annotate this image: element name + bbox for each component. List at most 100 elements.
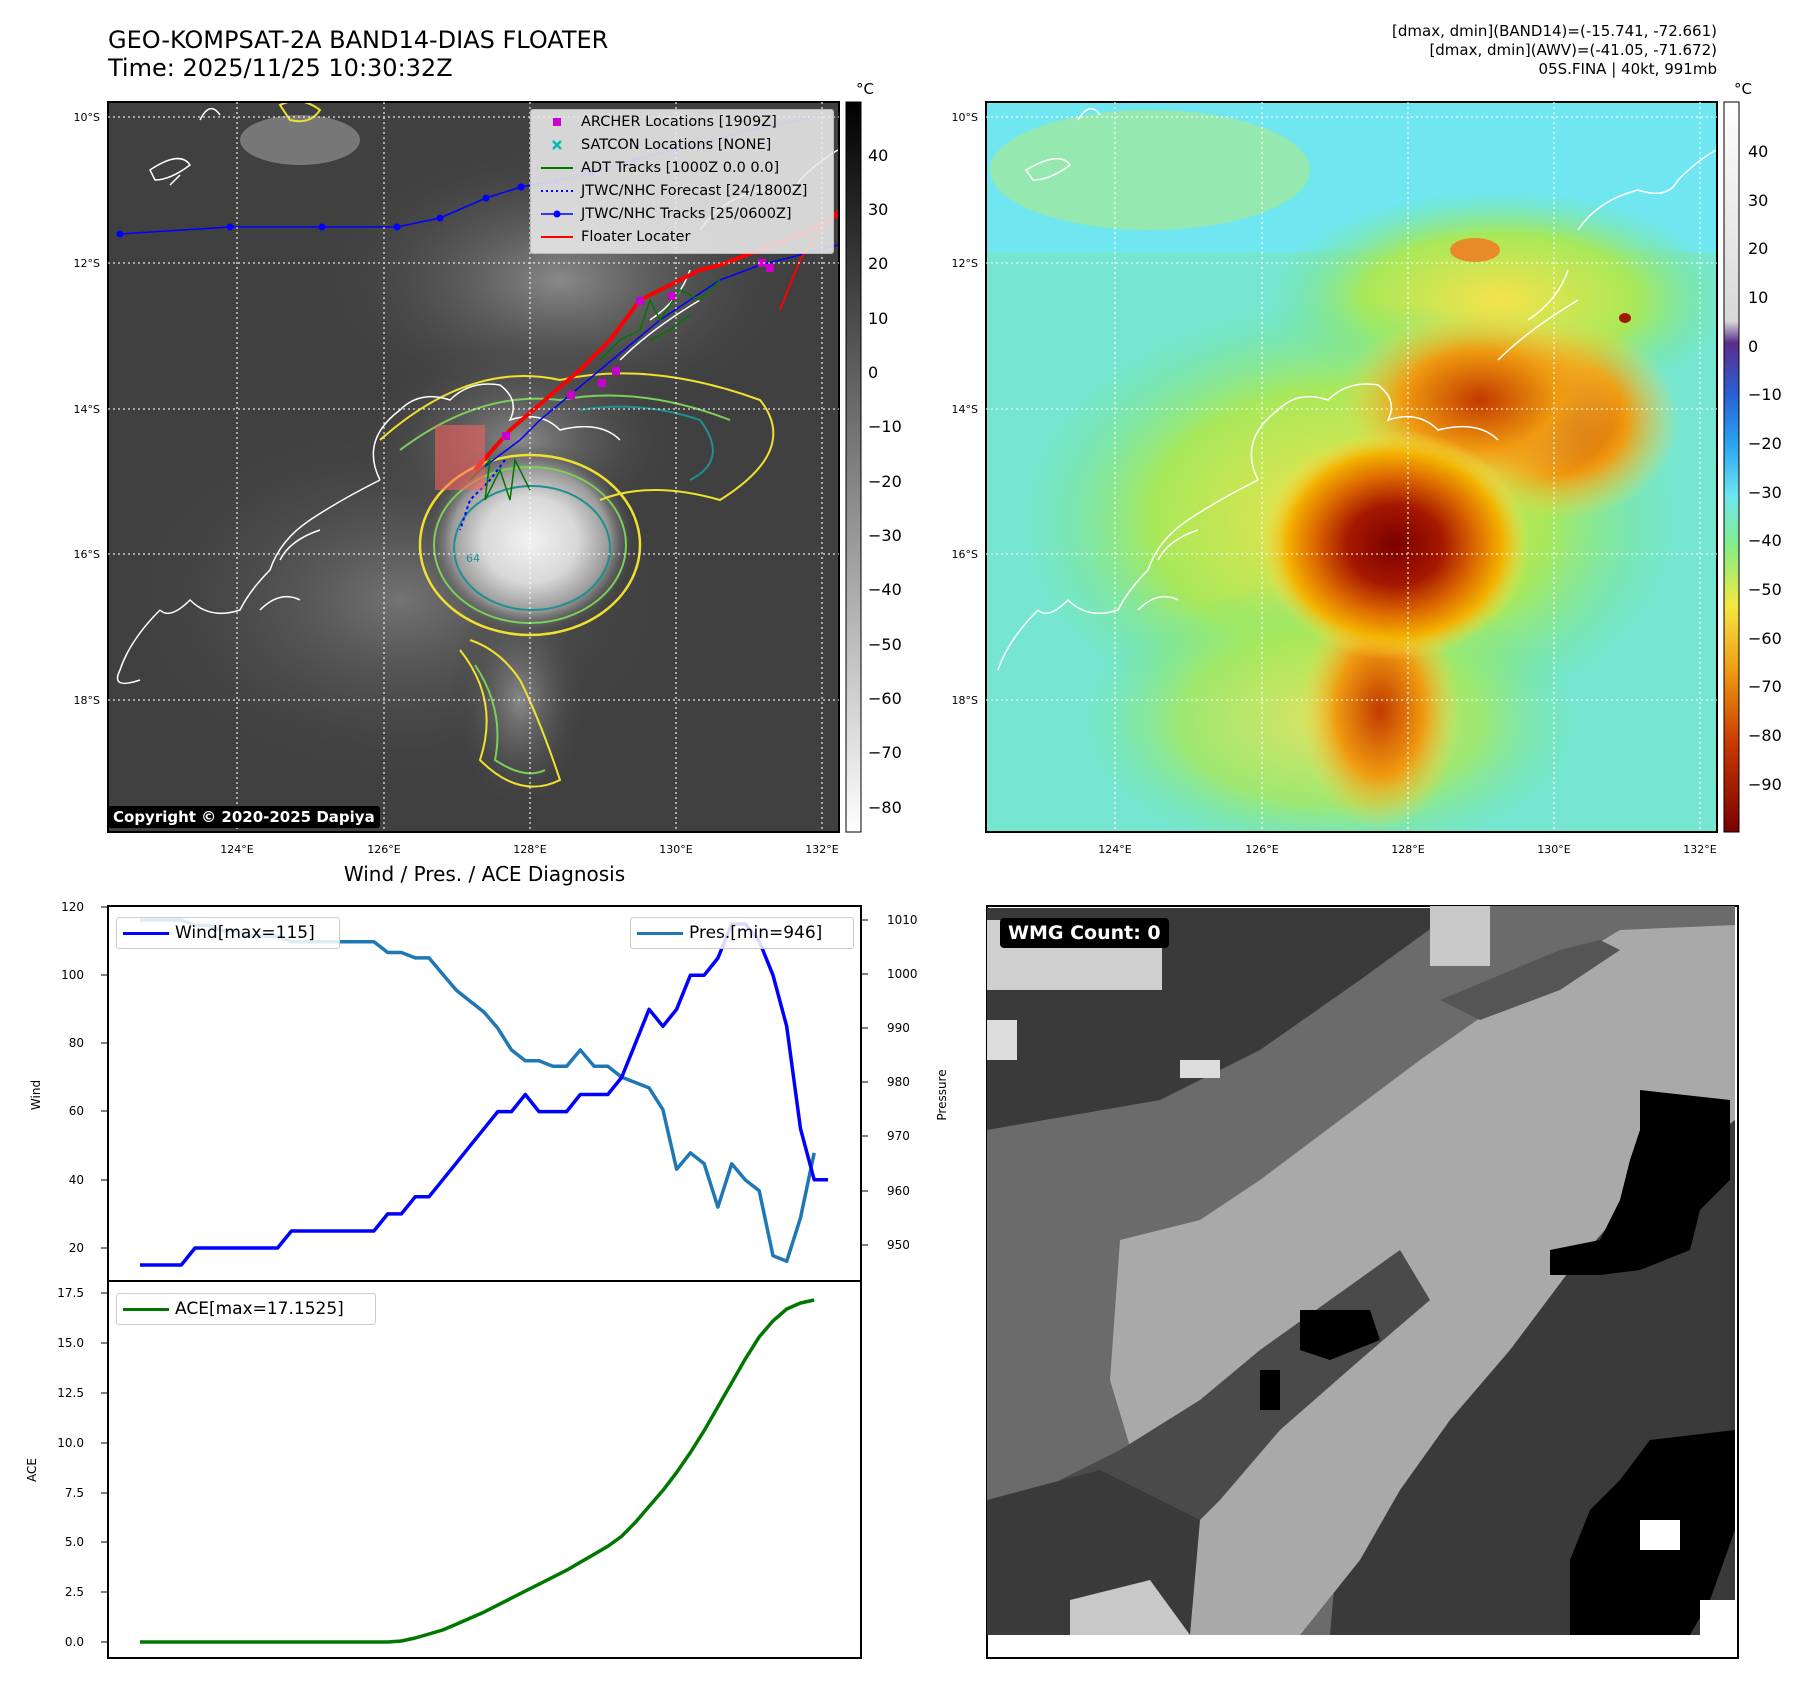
forecast-line xyxy=(459,459,506,531)
cbar-tick: −70 xyxy=(868,743,902,762)
cbar-tick: 40 xyxy=(1748,142,1768,161)
legend-item-floater: Floater Locater xyxy=(531,226,831,248)
dotted-line-icon xyxy=(541,190,573,192)
storm-core-color xyxy=(1260,430,1530,660)
wind-tick: 20 xyxy=(69,1241,84,1255)
ace-tick: 2.5 xyxy=(65,1585,84,1599)
cbar-tick: 10 xyxy=(1748,288,1768,307)
ace-tick: 10.0 xyxy=(57,1436,84,1450)
info-line-3: 05S.FINA | 40kt, 991mb xyxy=(1538,60,1717,78)
lon-label: 124°E xyxy=(220,843,253,856)
cbar-tick: −60 xyxy=(1748,629,1782,648)
lat-label: 10°S xyxy=(74,111,100,124)
info-line-2: [dmax, dmin](AWV)=(-41.05, -71.672) xyxy=(1429,41,1717,59)
lat-label: 18°S xyxy=(74,694,100,707)
cbar-tick: −80 xyxy=(1748,726,1782,745)
cbar-tick: −10 xyxy=(868,417,902,436)
wind-tick: 40 xyxy=(69,1173,84,1187)
ace-tick: 12.5 xyxy=(57,1386,84,1400)
line-icon xyxy=(123,932,169,935)
square-marker-icon xyxy=(553,118,561,126)
lat-label: 14°S xyxy=(952,403,978,416)
wind-axis-label: Wind xyxy=(29,1080,43,1110)
figure-info: [dmax, dmin](BAND14)=(-15.741, -72.661) … xyxy=(1392,22,1717,79)
cbar-tick: −70 xyxy=(1748,677,1782,696)
ace-series-line xyxy=(140,1298,815,1644)
colorbar-unit: °C xyxy=(856,80,874,98)
lon-label: 130°E xyxy=(1537,843,1570,856)
cbar-tick: 20 xyxy=(868,254,888,273)
lon-label: 132°E xyxy=(805,843,838,856)
colorbar-unit: °C xyxy=(1734,80,1752,98)
pres-tick: 1000 xyxy=(887,967,918,981)
cbar-tick: −20 xyxy=(1748,434,1782,453)
wmg-count-badge: WMG Count: 0 xyxy=(1000,918,1169,948)
pres-tick: 960 xyxy=(887,1184,910,1198)
pressure-axis-label: Pressure xyxy=(935,1069,949,1120)
title-line-2: Time: 2025/11/25 10:30:32Z xyxy=(108,54,453,82)
awv-color-map: 10°S 12°S 14°S 16°S 18°S 124°E 126°E 128… xyxy=(952,101,1718,856)
cbar-tick: −10 xyxy=(1748,385,1782,404)
ace-tick: 7.5 xyxy=(65,1486,84,1500)
ace-tick: 17.5 xyxy=(57,1286,84,1300)
cbar-tick: −60 xyxy=(868,689,902,708)
ace-plot: 17.5 15.0 12.5 10.0 7.5 5.0 2.5 0.0 ACE xyxy=(25,1280,862,1659)
lat-label: 16°S xyxy=(74,548,100,561)
ace-axis-label: ACE xyxy=(25,1458,39,1482)
lat-label: 12°S xyxy=(952,257,978,270)
color-colorbar: °C 40 30 20 10 0 −10 −20 −30 −40 −50 −60… xyxy=(1723,80,1782,833)
pres-tick: 990 xyxy=(887,1021,910,1035)
cbar-tick: 30 xyxy=(868,200,888,219)
cbar-tick: −50 xyxy=(1748,580,1782,599)
line-icon xyxy=(637,932,683,935)
wind-tick: 60 xyxy=(69,1104,84,1118)
cbar-tick: 0 xyxy=(868,363,878,382)
legend-item-adt: ADT Tracks [1000Z 0.0 0.0] xyxy=(531,157,831,179)
ace-tick: 15.0 xyxy=(57,1336,84,1350)
lat-label: 16°S xyxy=(952,548,978,561)
lat-label: 10°S xyxy=(952,111,978,124)
lat-label: 14°S xyxy=(74,403,100,416)
cbar-tick: −40 xyxy=(868,580,902,599)
lon-label: 126°E xyxy=(1245,843,1278,856)
legend-item-archer: ARCHER Locations [1909Z] xyxy=(531,111,831,133)
diagnosis-title: Wind / Pres. / ACE Diagnosis xyxy=(343,862,626,886)
cbar-tick: −20 xyxy=(868,472,902,491)
cbar-tick: −80 xyxy=(868,798,902,817)
lon-label: 124°E xyxy=(1098,843,1131,856)
copyright-badge: Copyright © 2020-2025 Dapiya xyxy=(108,806,380,828)
cbar-tick: −40 xyxy=(1748,531,1782,550)
cbar-tick: −30 xyxy=(1748,483,1782,502)
cbar-tick: 10 xyxy=(868,309,888,328)
ace-tick: 0.0 xyxy=(65,1635,84,1649)
wind-legend: Wind[max=115] xyxy=(116,917,340,949)
lon-label: 130°E xyxy=(659,843,692,856)
legend-item-forecast: JTWC/NHC Forecast [24/1800Z] xyxy=(531,180,831,202)
pressure-legend: Pres.[min=946] xyxy=(630,917,854,949)
pres-tick: 1010 xyxy=(887,913,918,927)
cbar-tick: −90 xyxy=(1748,775,1782,794)
cbar-tick: 40 xyxy=(868,146,888,165)
ace-tick: 5.0 xyxy=(65,1535,84,1549)
wind-series-line xyxy=(140,922,828,1267)
legend-item-satcon: SATCON Locations [NONE] xyxy=(531,134,831,156)
line-icon xyxy=(541,167,573,169)
cbar-tick: 20 xyxy=(1748,239,1768,258)
ace-legend: ACE[max=17.1525] xyxy=(116,1293,376,1325)
contour-label: 64 xyxy=(466,552,480,565)
wind-tick: 80 xyxy=(69,1036,84,1050)
lon-label: 128°E xyxy=(1391,843,1424,856)
pres-tick: 970 xyxy=(887,1129,910,1143)
legend-item-tracks: JTWC/NHC Tracks [25/0600Z] xyxy=(531,203,831,225)
wmg-panel xyxy=(986,905,1739,1659)
cbar-tick: 30 xyxy=(1748,191,1768,210)
cbar-tick: −50 xyxy=(868,635,902,654)
line-icon xyxy=(123,1308,169,1311)
wind-pressure-plot: 120 100 80 60 40 20 1010 1000 990 980 97… xyxy=(29,900,949,1282)
figure-title: GEO-KOMPSAT-2A BAND14-DIAS FLOATER Time:… xyxy=(108,26,608,82)
x-marker-icon xyxy=(552,140,562,150)
cbar-tick: 0 xyxy=(1748,337,1758,356)
lon-label: 132°E xyxy=(1683,843,1716,856)
gray-colorbar: °C 40 30 20 10 0 −10 −20 −30 −40 −50 −60… xyxy=(845,80,902,833)
